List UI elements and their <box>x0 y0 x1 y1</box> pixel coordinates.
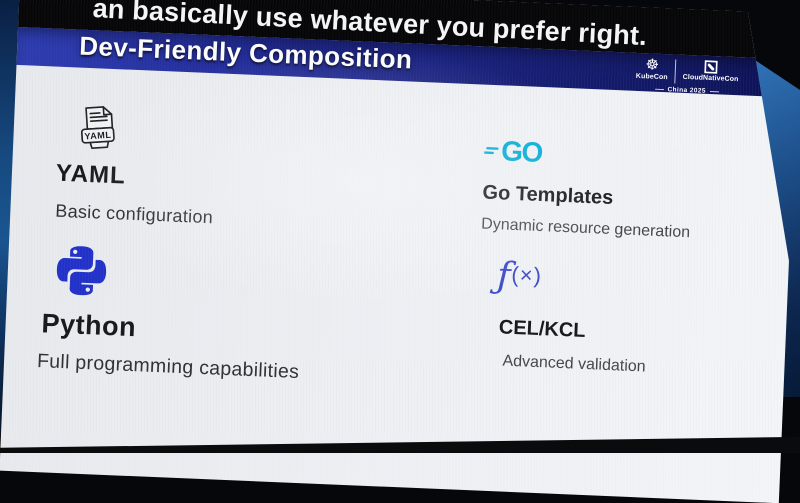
item-heading-cel: CEL/KCL <box>498 316 586 342</box>
item-go-templates: GO Go Templates Dynamic resource generat… <box>481 129 694 244</box>
item-description-python: Full programming capabilities <box>36 350 300 384</box>
item-description-go: Dynamic resource generation <box>480 215 691 242</box>
badge-divider <box>674 60 676 84</box>
kubecon-label: KubeCon <box>635 72 668 82</box>
item-heading-go: Go Templates <box>482 181 614 210</box>
event-badge-row: ☸ KubeCon CloudNativeCon <box>636 57 740 86</box>
item-yaml: YAML YAML Basic configuration <box>54 95 218 229</box>
yaml-file-icon: YAML <box>73 102 125 154</box>
fx-x-glyph: (×) <box>510 261 543 289</box>
event-badge: ☸ KubeCon CloudNativeCon China 2025 <box>635 57 739 96</box>
fx-f-glyph: ƒ <box>496 255 512 297</box>
fx-function-icon: ƒ (×) <box>496 259 650 303</box>
decorative-line <box>710 91 719 92</box>
item-description-yaml: Basic configuration <box>54 200 214 228</box>
item-heading-python: Python <box>41 308 137 343</box>
kubecon-logo: ☸ KubeCon <box>636 57 669 81</box>
cncf-cube-icon <box>704 60 719 75</box>
event-sub-label: China 2025 <box>667 86 706 95</box>
kubernetes-wheel-icon: ☸ <box>645 56 660 74</box>
decorative-line <box>655 89 664 90</box>
python-logo-icon <box>53 243 109 299</box>
cloudnativecon-label: CloudNativeCon <box>682 73 739 84</box>
go-logo-text: GO <box>500 135 543 168</box>
event-location-year: China 2025 <box>635 85 738 96</box>
cloudnativecon-logo: CloudNativeCon <box>683 59 740 83</box>
item-heading-yaml: YAML <box>55 159 127 190</box>
item-description-cel: Advanced validation <box>502 352 646 376</box>
go-logo-icon: GO <box>484 137 694 174</box>
item-cel-kcl: ƒ (×) CEL/KCL Advanced validation <box>493 251 650 377</box>
yaml-badge-text: YAML <box>84 130 112 142</box>
slide-header: Dev-Friendly Composition ☸ KubeCon Cloud… <box>16 27 797 98</box>
go-speed-lines <box>484 140 500 163</box>
item-python: Python Full programming capabilities <box>37 234 305 384</box>
